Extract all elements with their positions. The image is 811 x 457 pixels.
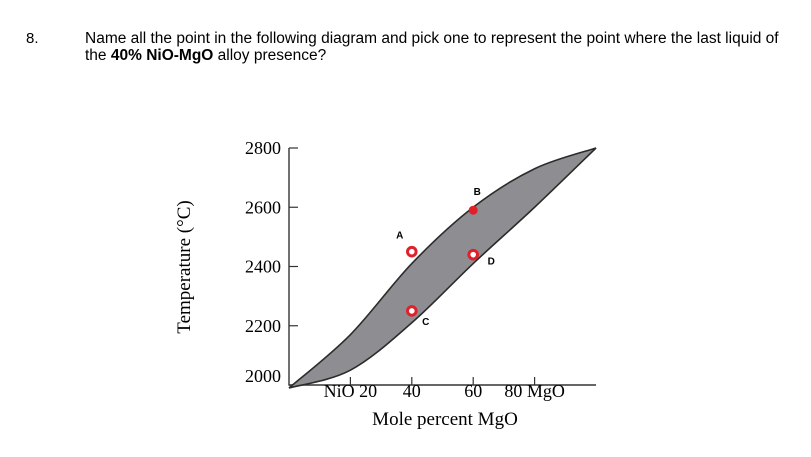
y-axis-label: Temperature (°C): [174, 200, 195, 333]
y-tick-label: 2800: [245, 138, 281, 158]
y-tick-label: 2400: [245, 257, 281, 277]
x-tick-label: NiO 20: [324, 381, 378, 401]
x-tick-label: 60: [464, 381, 482, 401]
point-label-a: A: [396, 231, 403, 242]
question-alloy-bold: 40% NiO-MgO: [110, 47, 214, 64]
question-number: 8.: [26, 30, 39, 47]
question-text: Name all the point in the following diag…: [85, 30, 800, 64]
point-label-d: D: [488, 257, 495, 268]
point-marker-d: [467, 248, 480, 261]
y-tick-label: 2000: [245, 366, 281, 386]
tick-labels: 2000 2200 2400 2600 2800 NiO 20 40 60 80 MgO: [245, 138, 565, 401]
liquidus-curve: [288, 147, 597, 389]
two-phase-region: [288, 147, 597, 389]
solidus-curve: [288, 147, 597, 389]
y-tick-label: 2600: [245, 197, 281, 217]
x-tick-label: 40: [403, 381, 421, 401]
y-tick-label: 2200: [245, 316, 281, 336]
x-axis-label: Mole percent MgO: [372, 409, 518, 430]
point-label-c: C: [422, 317, 429, 328]
points: A B C D: [396, 187, 495, 328]
point-marker-b: [468, 205, 478, 215]
point-label-b: B: [474, 187, 481, 198]
lens-fill: [289, 148, 596, 388]
point-marker-a: [406, 245, 418, 258]
question-text-end: alloy presence?: [213, 47, 327, 64]
question-text-start: Name all the point in the following diag…: [85, 30, 779, 64]
x-tick-label: 80 MgO: [504, 381, 565, 401]
point-marker-c: [406, 305, 418, 317]
